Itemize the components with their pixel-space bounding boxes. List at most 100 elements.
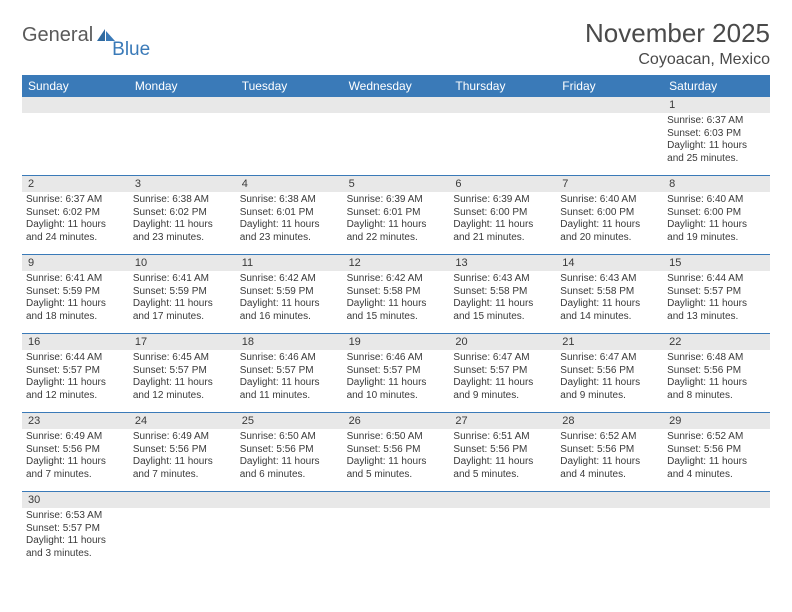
- title-block: November 2025 Coyoacan, Mexico: [585, 18, 770, 69]
- sunset-line: Sunset: 5:59 PM: [26, 286, 125, 299]
- day-cell: [236, 508, 343, 570]
- sunrise-line: Sunrise: 6:52 AM: [667, 431, 766, 444]
- day-cell: Sunrise: 6:47 AMSunset: 5:57 PMDaylight:…: [449, 350, 556, 412]
- daylight-line: Daylight: 11 hours and 19 minutes.: [667, 219, 766, 244]
- sunrise-line: Sunrise: 6:47 AM: [560, 352, 659, 365]
- weekday-label: Friday: [556, 75, 663, 97]
- day-number: [343, 492, 450, 508]
- day-number: 14: [556, 255, 663, 271]
- daylight-line: Daylight: 11 hours and 25 minutes.: [667, 140, 766, 165]
- daylight-line: Daylight: 11 hours and 13 minutes.: [667, 298, 766, 323]
- daylight-line: Daylight: 11 hours and 21 minutes.: [453, 219, 552, 244]
- day-cell: Sunrise: 6:44 AMSunset: 5:57 PMDaylight:…: [663, 271, 770, 333]
- daylight-line: Daylight: 11 hours and 7 minutes.: [133, 456, 232, 481]
- day-number: 4: [236, 176, 343, 192]
- calendar-grid: Sunday Monday Tuesday Wednesday Thursday…: [22, 75, 770, 570]
- week-row: Sunrise: 6:53 AMSunset: 5:57 PMDaylight:…: [22, 508, 770, 570]
- brand-part2: Blue: [112, 39, 150, 61]
- daylight-line: Daylight: 11 hours and 3 minutes.: [26, 535, 125, 560]
- week-row: Sunrise: 6:41 AMSunset: 5:59 PMDaylight:…: [22, 271, 770, 334]
- weeks-container: 1Sunrise: 6:37 AMSunset: 6:03 PMDaylight…: [22, 97, 770, 570]
- sunset-line: Sunset: 5:57 PM: [26, 523, 125, 536]
- daylight-line: Daylight: 11 hours and 5 minutes.: [453, 456, 552, 481]
- daynum-row: 2345678: [22, 176, 770, 192]
- daylight-line: Daylight: 11 hours and 18 minutes.: [26, 298, 125, 323]
- day-cell: Sunrise: 6:50 AMSunset: 5:56 PMDaylight:…: [343, 429, 450, 491]
- day-cell: [663, 508, 770, 570]
- sunrise-line: Sunrise: 6:51 AM: [453, 431, 552, 444]
- daylight-line: Daylight: 11 hours and 8 minutes.: [667, 377, 766, 402]
- sunrise-line: Sunrise: 6:46 AM: [347, 352, 446, 365]
- sunrise-line: Sunrise: 6:42 AM: [347, 273, 446, 286]
- sunrise-line: Sunrise: 6:53 AM: [26, 510, 125, 523]
- sunrise-line: Sunrise: 6:46 AM: [240, 352, 339, 365]
- daylight-line: Daylight: 11 hours and 12 minutes.: [26, 377, 125, 402]
- daylight-line: Daylight: 11 hours and 11 minutes.: [240, 377, 339, 402]
- sunrise-line: Sunrise: 6:45 AM: [133, 352, 232, 365]
- day-number: [236, 97, 343, 113]
- sunrise-line: Sunrise: 6:41 AM: [26, 273, 125, 286]
- weekday-label: Thursday: [449, 75, 556, 97]
- daynum-row: 23242526272829: [22, 413, 770, 429]
- sunset-line: Sunset: 5:57 PM: [667, 286, 766, 299]
- day-number: [129, 97, 236, 113]
- weekday-label: Wednesday: [343, 75, 450, 97]
- day-number: 23: [22, 413, 129, 429]
- sunset-line: Sunset: 5:56 PM: [667, 365, 766, 378]
- sunrise-line: Sunrise: 6:38 AM: [133, 194, 232, 207]
- daylight-line: Daylight: 11 hours and 15 minutes.: [347, 298, 446, 323]
- location: Coyoacan, Mexico: [585, 51, 770, 69]
- sunrise-line: Sunrise: 6:49 AM: [26, 431, 125, 444]
- header: General Blue November 2025 Coyoacan, Mex…: [22, 18, 770, 69]
- sunset-line: Sunset: 5:58 PM: [560, 286, 659, 299]
- daylight-line: Daylight: 11 hours and 24 minutes.: [26, 219, 125, 244]
- sunset-line: Sunset: 5:59 PM: [240, 286, 339, 299]
- day-number: 6: [449, 176, 556, 192]
- sunset-line: Sunset: 5:57 PM: [453, 365, 552, 378]
- daylight-line: Daylight: 11 hours and 17 minutes.: [133, 298, 232, 323]
- daylight-line: Daylight: 11 hours and 4 minutes.: [667, 456, 766, 481]
- sunrise-line: Sunrise: 6:50 AM: [240, 431, 339, 444]
- sunrise-line: Sunrise: 6:37 AM: [667, 115, 766, 128]
- week-row: Sunrise: 6:49 AMSunset: 5:56 PMDaylight:…: [22, 429, 770, 492]
- week-row: Sunrise: 6:37 AMSunset: 6:02 PMDaylight:…: [22, 192, 770, 255]
- sunrise-line: Sunrise: 6:47 AM: [453, 352, 552, 365]
- day-cell: Sunrise: 6:38 AMSunset: 6:02 PMDaylight:…: [129, 192, 236, 254]
- sunset-line: Sunset: 6:01 PM: [347, 207, 446, 220]
- daynum-row: 1: [22, 97, 770, 113]
- daylight-line: Daylight: 11 hours and 5 minutes.: [347, 456, 446, 481]
- daylight-line: Daylight: 11 hours and 10 minutes.: [347, 377, 446, 402]
- day-cell: Sunrise: 6:37 AMSunset: 6:02 PMDaylight:…: [22, 192, 129, 254]
- sunset-line: Sunset: 5:58 PM: [347, 286, 446, 299]
- day-cell: Sunrise: 6:40 AMSunset: 6:00 PMDaylight:…: [556, 192, 663, 254]
- sunrise-line: Sunrise: 6:43 AM: [453, 273, 552, 286]
- sunset-line: Sunset: 6:03 PM: [667, 128, 766, 141]
- day-number: 8: [663, 176, 770, 192]
- day-number: 1: [663, 97, 770, 113]
- weekday-label: Sunday: [22, 75, 129, 97]
- sunrise-line: Sunrise: 6:50 AM: [347, 431, 446, 444]
- day-cell: Sunrise: 6:51 AMSunset: 5:56 PMDaylight:…: [449, 429, 556, 491]
- day-cell: [236, 113, 343, 175]
- sunset-line: Sunset: 5:58 PM: [453, 286, 552, 299]
- day-cell: Sunrise: 6:49 AMSunset: 5:56 PMDaylight:…: [22, 429, 129, 491]
- day-cell: Sunrise: 6:41 AMSunset: 5:59 PMDaylight:…: [22, 271, 129, 333]
- daylight-line: Daylight: 11 hours and 7 minutes.: [26, 456, 125, 481]
- sunrise-line: Sunrise: 6:40 AM: [667, 194, 766, 207]
- sunrise-line: Sunrise: 6:39 AM: [347, 194, 446, 207]
- day-cell: Sunrise: 6:48 AMSunset: 5:56 PMDaylight:…: [663, 350, 770, 412]
- sunset-line: Sunset: 5:57 PM: [347, 365, 446, 378]
- day-cell: Sunrise: 6:38 AMSunset: 6:01 PMDaylight:…: [236, 192, 343, 254]
- daylight-line: Daylight: 11 hours and 4 minutes.: [560, 456, 659, 481]
- day-cell: [449, 508, 556, 570]
- day-cell: Sunrise: 6:47 AMSunset: 5:56 PMDaylight:…: [556, 350, 663, 412]
- daylight-line: Daylight: 11 hours and 23 minutes.: [240, 219, 339, 244]
- sunset-line: Sunset: 6:02 PM: [133, 207, 232, 220]
- daylight-line: Daylight: 11 hours and 6 minutes.: [240, 456, 339, 481]
- day-number: 19: [343, 334, 450, 350]
- day-cell: Sunrise: 6:50 AMSunset: 5:56 PMDaylight:…: [236, 429, 343, 491]
- day-cell: Sunrise: 6:45 AMSunset: 5:57 PMDaylight:…: [129, 350, 236, 412]
- sunrise-line: Sunrise: 6:42 AM: [240, 273, 339, 286]
- daylight-line: Daylight: 11 hours and 9 minutes.: [560, 377, 659, 402]
- weekday-label: Tuesday: [236, 75, 343, 97]
